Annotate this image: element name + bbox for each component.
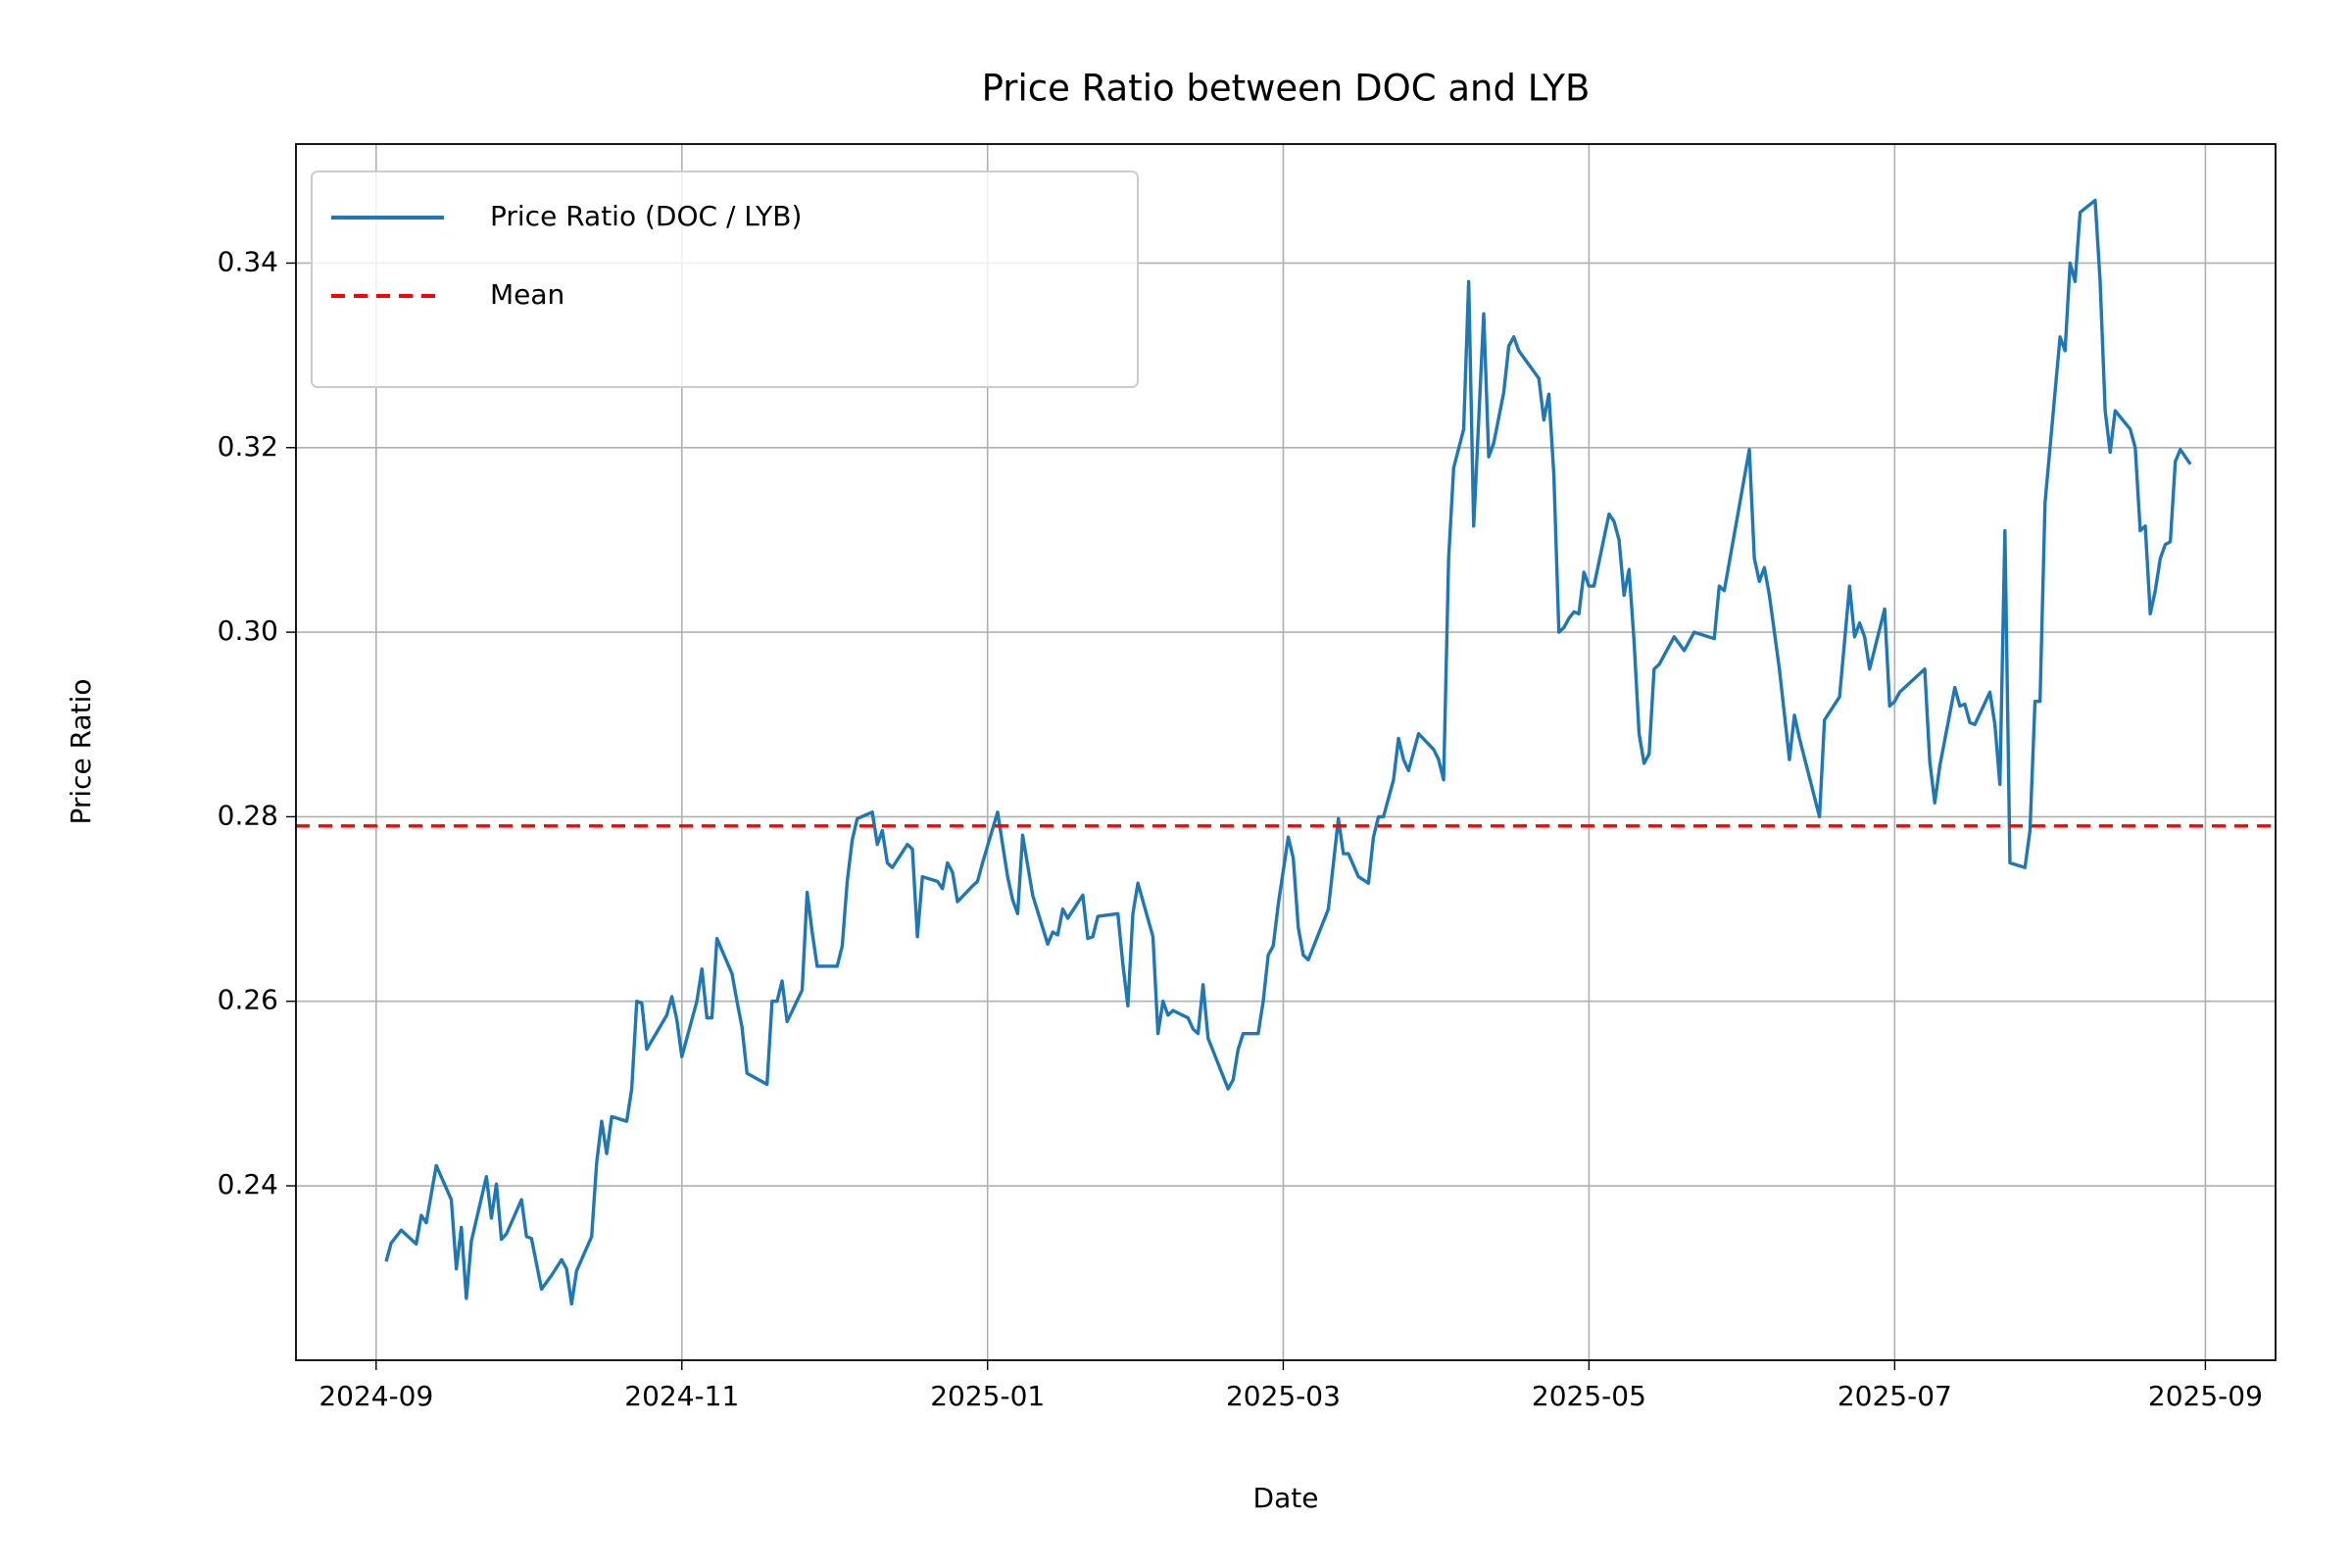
legend-label: Mean [490,278,564,311]
x-tick-label: 2024-09 [318,1380,433,1412]
y-tick-label: 0.30 [218,614,278,647]
x-tick-label: 2025-09 [2148,1380,2263,1412]
legend-label: Price Ratio (DOC / LYB) [490,200,802,232]
x-axis-label: Date [1253,1482,1319,1514]
x-tick-label: 2025-07 [1838,1380,1952,1412]
plot-frame [295,143,2277,1361]
x-tick-label: 2025-01 [930,1380,1045,1412]
y-tick-label: 0.26 [218,984,278,1016]
x-tick-label: 2025-05 [1532,1380,1646,1412]
x-tick-label: 2025-03 [1226,1380,1341,1412]
data-line [384,198,2192,1306]
y-tick-label: 0.34 [218,245,278,277]
x-tick-label: 2024-11 [624,1380,739,1412]
y-axis-label: Price Ratio [65,678,97,824]
legend-box [311,171,1139,388]
y-tick-label: 0.32 [218,430,278,463]
chart-title: Price Ratio between DOC and LYB [982,68,1591,110]
y-tick-label: 0.24 [218,1168,278,1200]
y-tick-label: 0.28 [218,799,278,831]
